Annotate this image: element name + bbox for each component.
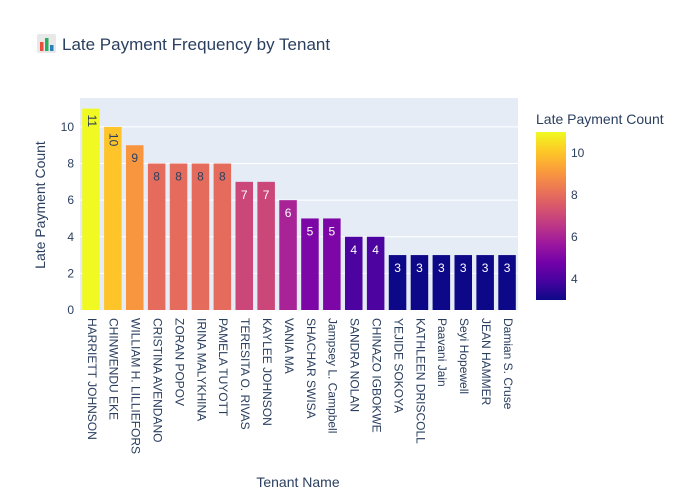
y-tick-label: 2 [67, 266, 74, 280]
y-tick-label: 0 [67, 303, 74, 317]
bar-value-label: 3 [504, 261, 511, 275]
x-tick-label: CHINAZO IGBOKWE [369, 318, 383, 433]
bar[interactable] [410, 255, 429, 310]
x-tick-label: Jampsey L. Campbell [326, 318, 340, 433]
plot-area [80, 98, 518, 310]
x-tick-label: SANDRA NOLAN [348, 318, 362, 412]
bar-value-label: 3 [482, 261, 489, 275]
bar[interactable] [498, 255, 516, 310]
bar-value-label: 5 [307, 224, 314, 238]
colorbar-ticks: 4 6 8 10 [571, 146, 585, 286]
bar[interactable] [344, 236, 363, 310]
colorbar-tick-label: 4 [571, 272, 578, 286]
bar-chart-icon [37, 34, 56, 53]
x-tick-label: YEJIDE SOKOYA [391, 318, 405, 413]
bar-value-label: 4 [372, 243, 379, 257]
bar-value-label: 7 [263, 188, 270, 202]
x-tick-label: WILLIAM H. LILLIEFORS [129, 318, 143, 454]
colorbar-tick-label: 8 [571, 188, 578, 202]
bar-value-label: 8 [175, 170, 182, 184]
bar-value-label: 9 [131, 151, 138, 165]
bar-value-label: 3 [416, 261, 423, 275]
x-tick-label: IRINA MALYKHINA [194, 318, 208, 421]
bar[interactable] [125, 145, 144, 310]
x-tick-label: CRISTINA AVENDANO [150, 318, 164, 442]
bar[interactable] [147, 163, 166, 310]
colorbar-title: Late Payment Count [536, 111, 664, 127]
x-tick-label: CHINWENDU EKE [107, 318, 121, 420]
bar[interactable] [476, 255, 494, 310]
bar-value-label: 10 [107, 133, 121, 147]
colorbar: Late Payment Count 4 6 8 10 [536, 111, 664, 300]
bars [82, 108, 516, 310]
bar-value-label: 8 [219, 170, 226, 184]
colorbar-gradient [536, 132, 566, 300]
bar[interactable] [191, 163, 210, 310]
colorbar-tick-label: 10 [571, 146, 585, 160]
y-tick-label: 4 [67, 230, 74, 244]
bar[interactable] [82, 108, 100, 310]
x-tick-label: Paavani Jain [435, 318, 449, 387]
x-tick-label: Damian S. Cruse [501, 318, 515, 410]
bar[interactable] [301, 218, 319, 310]
bar-value-label: 3 [460, 261, 467, 275]
bar[interactable] [366, 236, 385, 310]
chart-title: Late Payment Frequency by Tenant [37, 34, 330, 54]
y-axis-title: Late Payment Count [32, 141, 48, 269]
x-axis-title: Tenant Name [256, 474, 339, 490]
x-tick-label: SHACHAR SWISA [304, 318, 318, 419]
x-axis-ticks: HARRIETT JOHNSON CHINWENDU EKE WILLIAM H. … [85, 318, 515, 454]
bar[interactable] [323, 218, 341, 310]
bar-value-label: 3 [438, 261, 445, 275]
bar[interactable] [388, 255, 407, 310]
x-tick-label: VANIA MA [282, 318, 296, 374]
x-tick-label: TERESITA O. RIVAS [238, 318, 252, 430]
bar[interactable] [454, 255, 473, 310]
bar[interactable] [279, 200, 297, 310]
bar-value-label: 4 [350, 243, 357, 257]
y-tick-label: 10 [61, 120, 75, 134]
bar[interactable] [169, 163, 188, 310]
bar-value-label: 3 [394, 261, 401, 275]
bar-value-label: 7 [241, 188, 248, 202]
y-axis-ticks: 0 2 4 6 8 10 [61, 120, 75, 317]
x-tick-label: KATHLEEN DRISCOLL [413, 318, 427, 444]
bar-value-label: 11 [85, 115, 99, 128]
x-tick-label: ZORAN POPOV [172, 318, 186, 406]
x-tick-label: KAYLEE JOHNSON [260, 318, 274, 426]
x-tick-label: PAMELA TUYOTT [216, 318, 230, 417]
chart-title-text: Late Payment Frequency by Tenant [62, 35, 330, 54]
bar[interactable] [257, 181, 275, 310]
colorbar-tick-label: 6 [571, 230, 578, 244]
bar[interactable] [104, 126, 122, 310]
y-tick-label: 6 [67, 193, 74, 207]
bar-value-label: 6 [285, 206, 292, 220]
bar[interactable] [213, 163, 232, 310]
bar-value-label: 5 [329, 224, 336, 238]
x-tick-label: JEAN HAMMER [479, 318, 493, 406]
bar[interactable] [235, 181, 254, 310]
bar-value-label: 8 [153, 170, 160, 184]
bar[interactable] [432, 255, 451, 310]
y-tick-label: 8 [67, 157, 74, 171]
bar-value-label: 8 [197, 170, 204, 184]
x-tick-label: HARRIETT JOHNSON [85, 318, 99, 440]
x-tick-label: Seyi Hopewell [457, 318, 471, 394]
